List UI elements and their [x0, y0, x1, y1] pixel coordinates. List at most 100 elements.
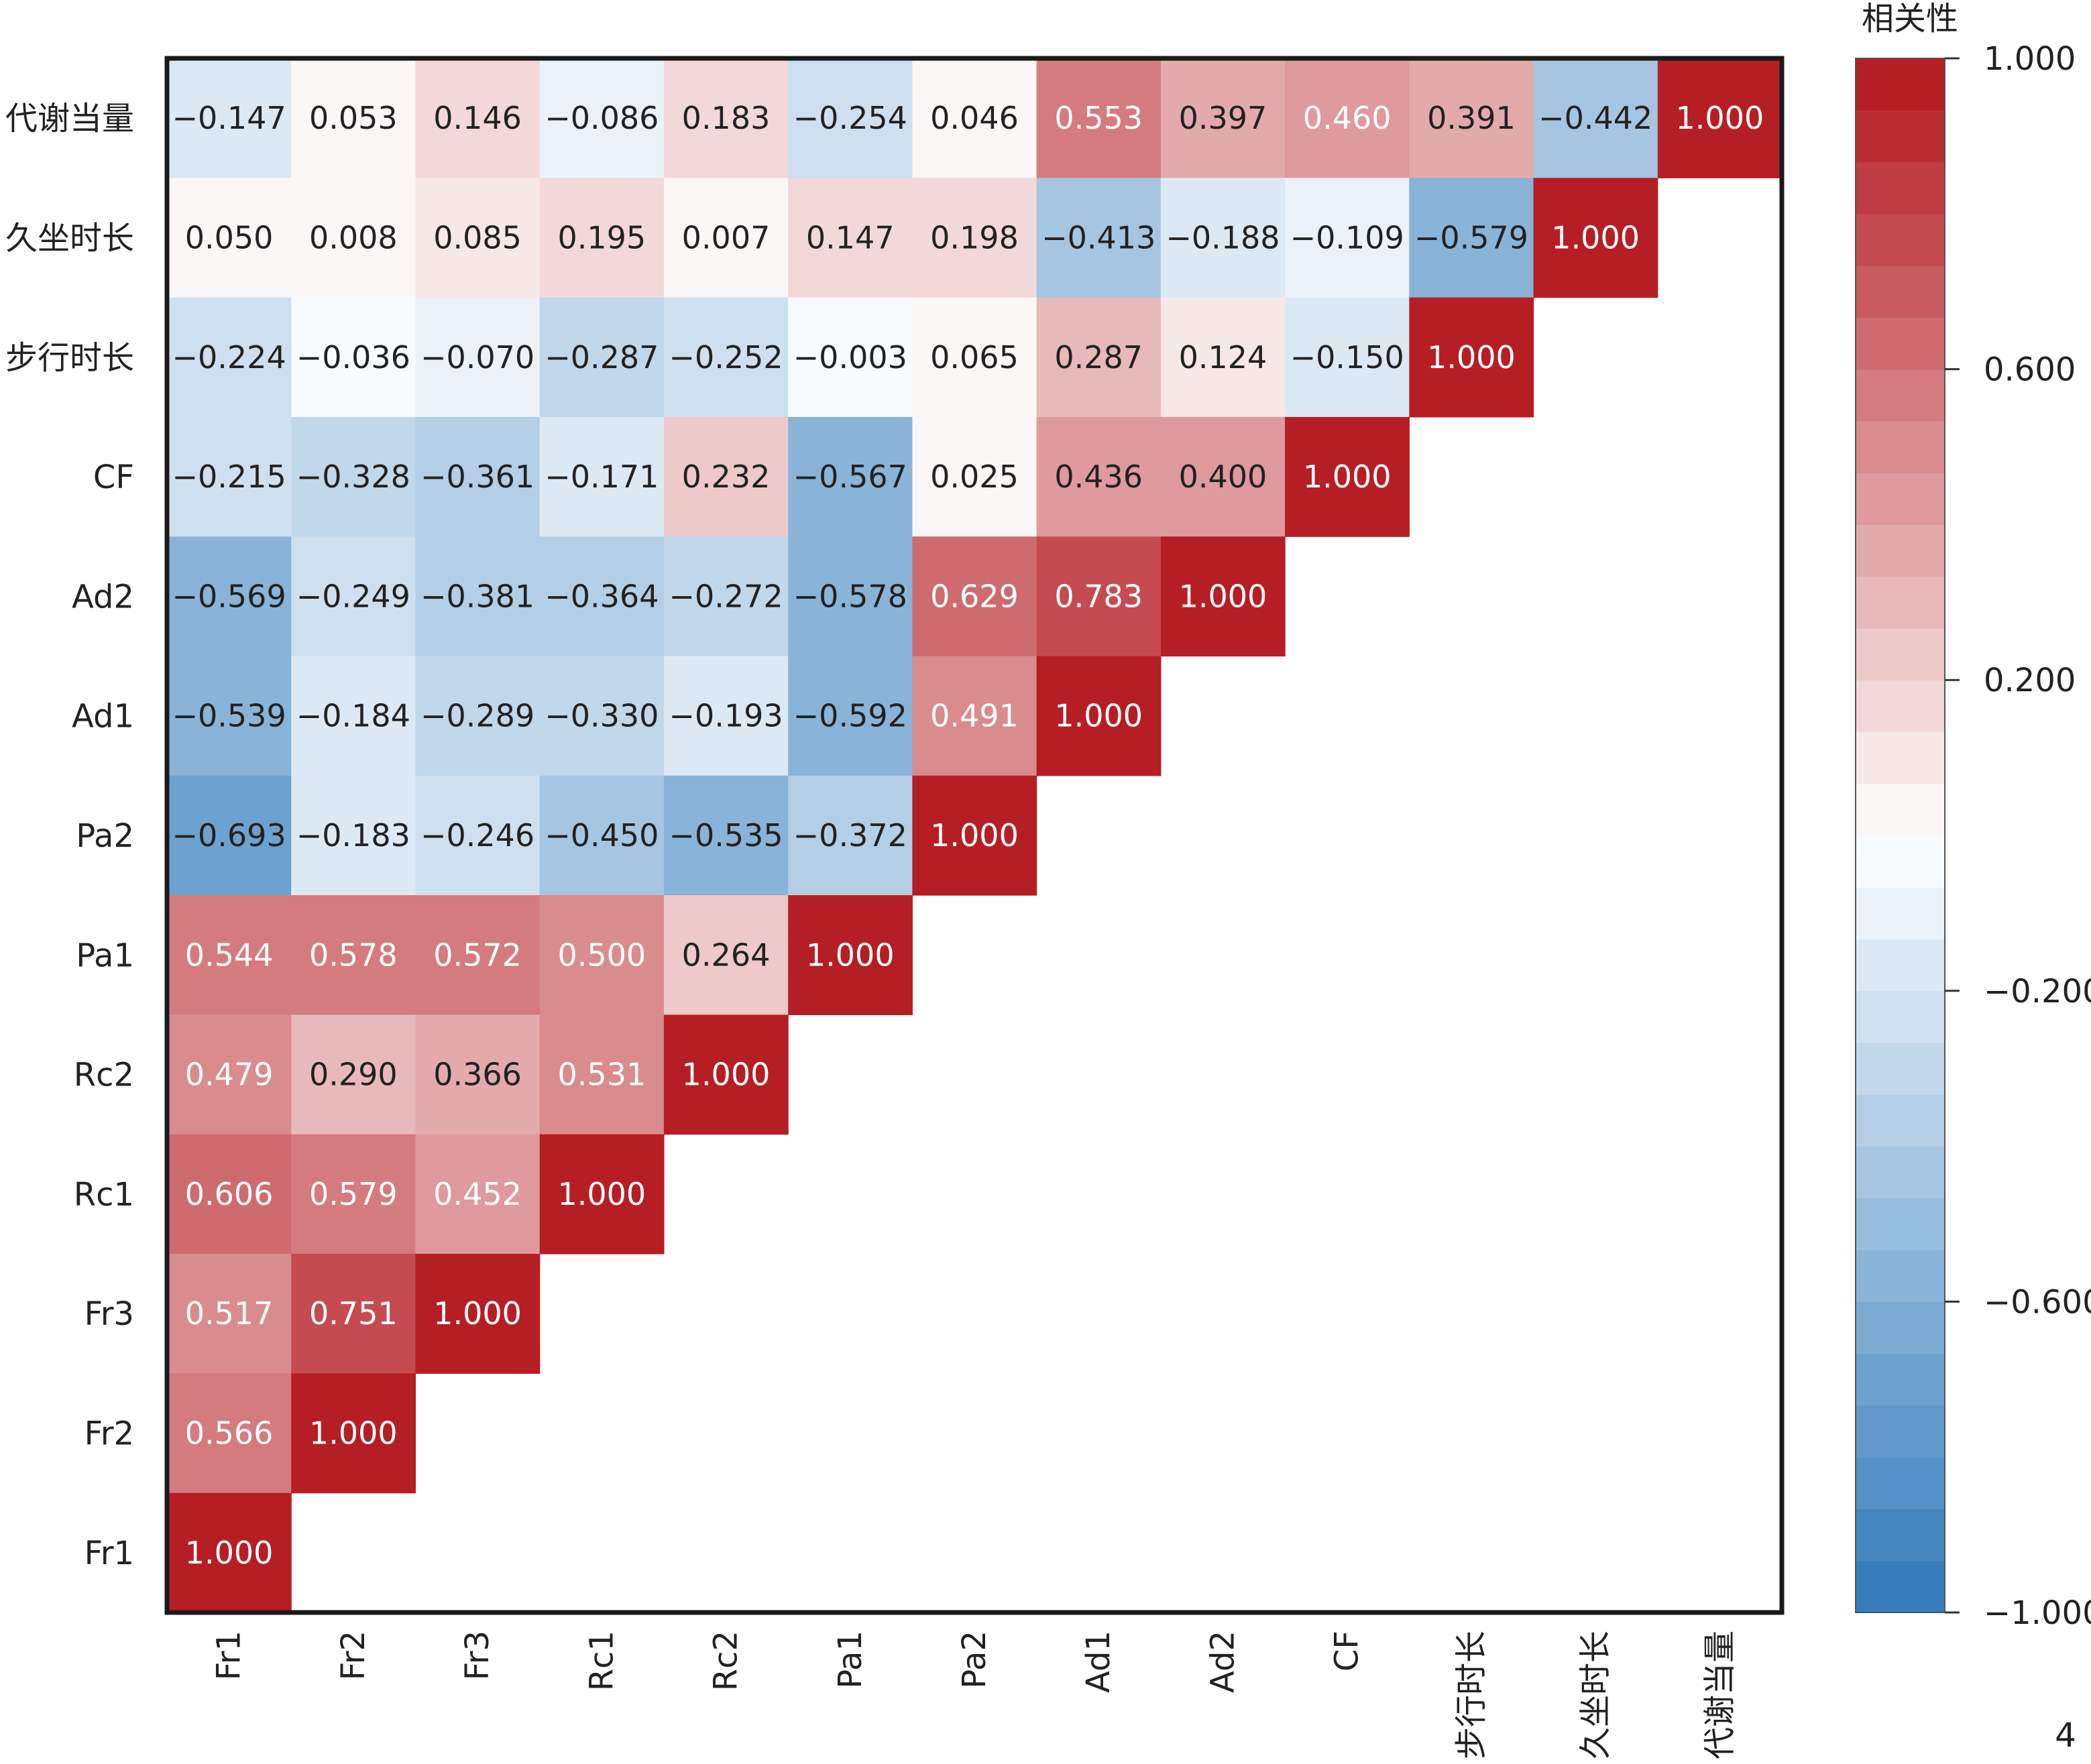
- row-label: Fr2: [84, 1415, 134, 1453]
- heatmap-cell: [167, 58, 292, 178]
- cell-value-label: −0.289: [420, 698, 534, 734]
- cell-value-label: −0.364: [545, 578, 659, 614]
- cell-value-label: −0.567: [793, 459, 907, 495]
- colorbar-band: [1856, 887, 1945, 940]
- heatmap-cell: [1160, 297, 1286, 418]
- cell-value-label: −0.578: [793, 578, 907, 614]
- cell-value-label: 0.025: [930, 459, 1019, 495]
- heatmap-cell: [539, 895, 665, 1016]
- column-label: Ad2: [1204, 1631, 1241, 1693]
- cell-value-label: 0.065: [930, 339, 1019, 375]
- cell-value-label: 1.000: [806, 937, 895, 973]
- colorbar-band: [1856, 1301, 1945, 1354]
- heatmap-cell: [291, 416, 416, 537]
- cell-value-label: −0.171: [545, 459, 659, 495]
- colorbar-band: [1856, 1560, 1945, 1613]
- colorbar-tick-label: 0.200: [1984, 662, 2076, 699]
- heatmap-cell: [1036, 178, 1162, 298]
- cell-value-label: −0.328: [296, 459, 410, 495]
- heatmap-cell: [167, 536, 292, 657]
- cell-value-label: 1.000: [185, 1535, 274, 1571]
- row-label: Fr3: [84, 1295, 134, 1333]
- heatmap-cell: [1533, 178, 1658, 298]
- heatmap-cell: [167, 416, 292, 537]
- cell-value-label: −0.287: [545, 339, 659, 375]
- panel-label: 4: [2055, 1716, 2076, 1755]
- cell-value-label: 1.000: [682, 1057, 771, 1093]
- cell-value-label: 1.000: [1303, 459, 1392, 495]
- cell-value-label: 1.000: [1427, 339, 1516, 375]
- heatmap-cell: [539, 775, 665, 896]
- colorbar-band: [1856, 576, 1945, 629]
- heatmap-cell: [912, 58, 1037, 178]
- column-label: 步行时长: [1453, 1631, 1490, 1759]
- cell-value-label: −0.450: [545, 817, 659, 854]
- cell-value-label: 1.000: [1676, 100, 1764, 136]
- row-label: Pa1: [76, 937, 134, 974]
- cell-value-label: 0.008: [309, 219, 398, 255]
- heatmap-cell: [167, 178, 292, 298]
- cell-value-label: 1.000: [309, 1415, 398, 1452]
- cell-value-label: 0.397: [1179, 100, 1267, 136]
- colorbar-band: [1856, 1250, 1945, 1302]
- column-label: Ad1: [1080, 1631, 1117, 1693]
- cell-value-label: 0.436: [1054, 459, 1143, 495]
- heatmap-cell: [1160, 536, 1286, 657]
- colorbar-tick-label: 1.000: [1984, 40, 2076, 78]
- cell-value-label: 0.783: [1054, 578, 1143, 614]
- heatmap-cell: [663, 58, 789, 178]
- colorbar-band: [1856, 266, 1945, 318]
- heatmap-cell: [1409, 58, 1534, 178]
- heatmap-cell: [788, 416, 913, 537]
- cell-value-label: 0.198: [930, 219, 1019, 255]
- heatmap-cell: [415, 58, 541, 178]
- heatmap-cell: [167, 895, 292, 1016]
- cell-value-label: −0.188: [1166, 219, 1280, 255]
- cell-value-label: 0.366: [433, 1057, 522, 1093]
- heatmap-cells: −0.147 0.053 0.146 −0.086 0.183 −0.254 0.046 0.…: [167, 58, 1783, 1613]
- cell-value-label: 1.000: [433, 1295, 522, 1332]
- heatmap-cell: [1160, 178, 1286, 298]
- heatmap-cell: [167, 1373, 292, 1494]
- cell-value-label: −0.592: [793, 698, 907, 734]
- heatmap-cell: [788, 536, 913, 657]
- heatmap-cell: [415, 1134, 541, 1254]
- colorbar-tick-label: −1.000: [1984, 1594, 2091, 1632]
- colorbar-band: [1856, 369, 1945, 422]
- cell-value-label: 0.183: [682, 100, 771, 136]
- heatmap-cell: [1409, 178, 1534, 298]
- cell-value-label: 0.479: [185, 1057, 274, 1093]
- cell-value-label: 0.400: [1179, 459, 1267, 495]
- cell-value-label: 0.531: [557, 1057, 646, 1093]
- heatmap-cell: [167, 297, 292, 418]
- colorbar-band: [1856, 680, 1945, 733]
- cell-value-label: 0.517: [185, 1295, 274, 1332]
- cell-value-label: 0.629: [930, 578, 1019, 614]
- heatmap-cell: [912, 416, 1037, 537]
- heatmap-cell: [1160, 416, 1286, 537]
- heatmap-cell: [788, 895, 913, 1016]
- heatmap-cell: [788, 58, 913, 178]
- heatmap-cell: [291, 1014, 416, 1135]
- heatmap-cell: [167, 1134, 292, 1254]
- row-label: Rc1: [74, 1176, 134, 1214]
- cell-value-label: 0.147: [806, 219, 895, 255]
- colorbar-tick-label: 0.600: [1984, 351, 2076, 389]
- heatmap-cell: [1285, 416, 1410, 537]
- heatmap-cell: [912, 656, 1037, 776]
- row-label: 步行时长: [5, 339, 134, 377]
- heatmap-cell: [415, 656, 541, 776]
- cell-value-label: 0.606: [185, 1176, 274, 1212]
- heatmap-cell: [663, 775, 789, 896]
- heatmap-cell: [167, 1492, 292, 1613]
- heatmap-cell: [415, 178, 541, 298]
- heatmap-cell: [291, 656, 416, 776]
- cell-value-label: 1.000: [930, 817, 1019, 854]
- colorbar-band: [1856, 110, 1945, 163]
- colorbar-band: [1856, 58, 1945, 111]
- heatmap-cell: [291, 58, 416, 178]
- cell-value-label: −0.215: [172, 459, 286, 495]
- cell-value-label: −0.036: [296, 339, 410, 375]
- heatmap-cell: [1657, 58, 1783, 178]
